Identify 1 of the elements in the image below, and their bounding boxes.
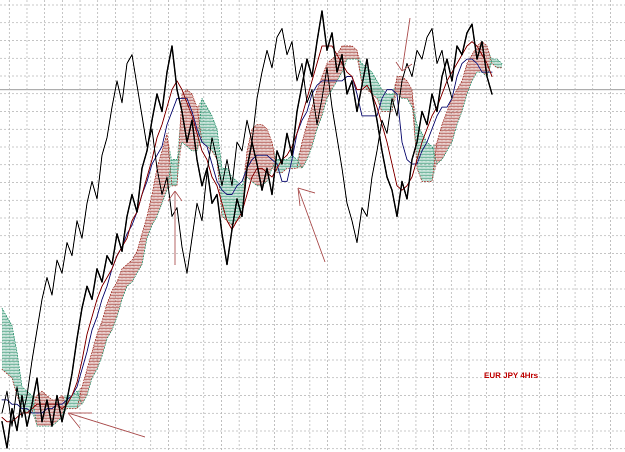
text: EUR JPY 4Hrs [484,371,539,380]
